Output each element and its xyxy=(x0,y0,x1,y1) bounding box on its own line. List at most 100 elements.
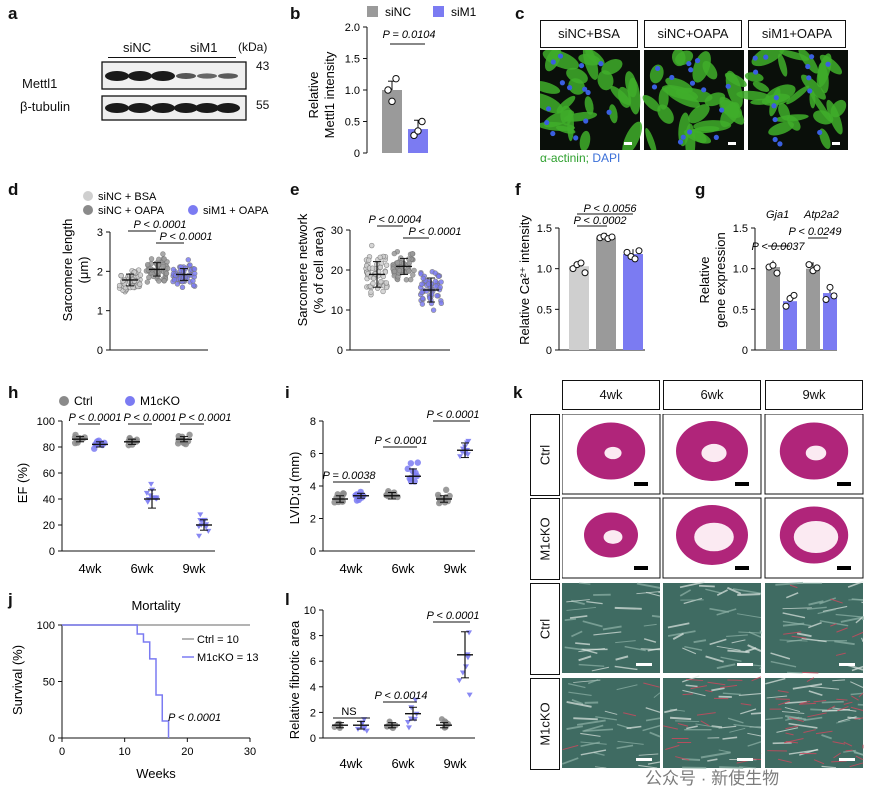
nucleus xyxy=(655,66,660,71)
y-tick-label: 4 xyxy=(310,682,316,694)
data-point xyxy=(791,292,797,298)
gene-label-gja1: Gja1 xyxy=(766,209,789,221)
legend-dot-sinc-bsa xyxy=(83,191,93,201)
y-axis-label-line1: Sarcomere length xyxy=(60,219,75,322)
tissue-fiber xyxy=(670,718,691,719)
nucleus xyxy=(652,84,657,89)
data-point xyxy=(191,278,196,283)
blot-kda-unit: (kDa) xyxy=(238,40,267,54)
nucleus xyxy=(805,64,810,69)
chart-title: Mortality xyxy=(131,598,181,613)
y-tick-label: 0 xyxy=(354,148,360,160)
p-value-2: P < 0.0001 xyxy=(408,226,461,238)
data-point xyxy=(392,269,397,274)
data-point xyxy=(405,720,411,725)
nucleus xyxy=(807,88,812,93)
tissue-fiber xyxy=(861,602,863,603)
ventricle-lumen xyxy=(604,530,623,544)
legend-swatch-sinc xyxy=(367,6,378,17)
y-tick-label: 6 xyxy=(310,449,316,461)
data-point xyxy=(457,454,463,459)
row-label-ctrl-sirius: Ctrl xyxy=(538,619,553,639)
data-point xyxy=(456,678,462,683)
data-point xyxy=(415,128,421,134)
y-tick-label: 2 xyxy=(97,266,103,278)
nucleus xyxy=(582,87,587,92)
legend-label-sinc-bsa: siNC + BSA xyxy=(98,191,157,203)
data-point xyxy=(146,275,151,280)
nucleus xyxy=(695,58,700,63)
y-tick-label: 1.0 xyxy=(537,264,552,276)
p-value-6wk: P < 0.0001 xyxy=(374,435,427,447)
data-point xyxy=(384,281,389,286)
tissue-fiber xyxy=(737,594,760,595)
data-point xyxy=(192,267,197,272)
blot-kda-55: 55 xyxy=(256,98,269,112)
y-tick-label: 0 xyxy=(337,345,343,357)
y-axis-label-line2: (μm) xyxy=(76,257,91,284)
y-tick-label: 50 xyxy=(43,677,55,689)
p-value-2: P < 0.0001 xyxy=(159,231,212,243)
y-tick-label: 1.5 xyxy=(733,223,748,235)
panel-g-chart: Gja1 Atp2a2 Relative gene expression 00.… xyxy=(695,180,877,380)
data-point xyxy=(369,290,374,295)
scale-bar xyxy=(636,663,652,666)
row-label-box-4: M1cKO xyxy=(530,678,560,770)
blot-header-sim1: siM1 xyxy=(190,40,217,55)
nucleus xyxy=(690,81,695,86)
p-value-1: P < 0.0056 xyxy=(583,203,637,215)
significance-brackets: P = 0.0038 P < 0.0001 P < 0.0001 xyxy=(322,409,479,482)
p-value-atp2a2: P < 0.0249 xyxy=(788,226,841,238)
y-axis-label-line1: Relative xyxy=(306,72,321,119)
data-point xyxy=(173,273,178,278)
nucleus xyxy=(544,120,549,125)
x-tick-label-4wk: 4wk xyxy=(78,561,102,576)
panel-e-chart: Sarcomere network (% of cell area) 01020… xyxy=(285,180,515,380)
ventricle-lumen xyxy=(794,521,838,553)
nucleus xyxy=(567,85,572,90)
data-point xyxy=(420,296,425,301)
col-header-6wk: 6wk xyxy=(663,380,761,410)
data-point xyxy=(609,234,615,240)
data-point xyxy=(415,459,421,465)
data-point xyxy=(770,262,776,268)
nucleus xyxy=(753,55,758,60)
nucleus xyxy=(687,129,692,134)
scale-bar xyxy=(735,482,749,486)
scale-bar xyxy=(839,663,855,666)
data-point xyxy=(393,75,399,81)
ventricle-lumen xyxy=(806,446,827,461)
caption: α-actinin; DAPI xyxy=(540,151,620,165)
data-point xyxy=(381,289,386,294)
y-axis-label: EF (%) xyxy=(15,463,30,503)
legend-dot-ctrl xyxy=(59,396,69,406)
significance-brackets: P < 0.0037 P < 0.0249 xyxy=(751,226,841,253)
nucleus xyxy=(551,59,556,64)
data-point xyxy=(117,283,122,288)
nucleus xyxy=(773,137,778,142)
bar-Atp2a2-siNC xyxy=(806,269,820,350)
y-tick-label: 8 xyxy=(310,416,316,428)
fluorescence-micrographs xyxy=(540,50,850,150)
data-point xyxy=(774,270,780,276)
data-point xyxy=(412,268,417,273)
nucleus xyxy=(817,130,822,135)
scale-bar xyxy=(837,566,851,570)
y-tick-label: 0 xyxy=(310,546,316,558)
data-point xyxy=(783,303,789,309)
data-point xyxy=(406,725,412,730)
data-point xyxy=(426,282,431,287)
blot-kda-43: 43 xyxy=(256,59,269,73)
y-axis-label-line2: Mettl1 intensity xyxy=(322,51,337,138)
data-point xyxy=(369,243,374,248)
p-value-gja1: P < 0.0037 xyxy=(751,241,805,253)
y-tick-label: 0 xyxy=(546,345,552,357)
tissue-fiber xyxy=(652,616,660,617)
scale-bar xyxy=(624,142,632,145)
data-point xyxy=(383,270,388,275)
legend-label-ctrl: Ctrl xyxy=(74,394,93,408)
data-point xyxy=(148,482,154,487)
data-point xyxy=(188,263,193,268)
